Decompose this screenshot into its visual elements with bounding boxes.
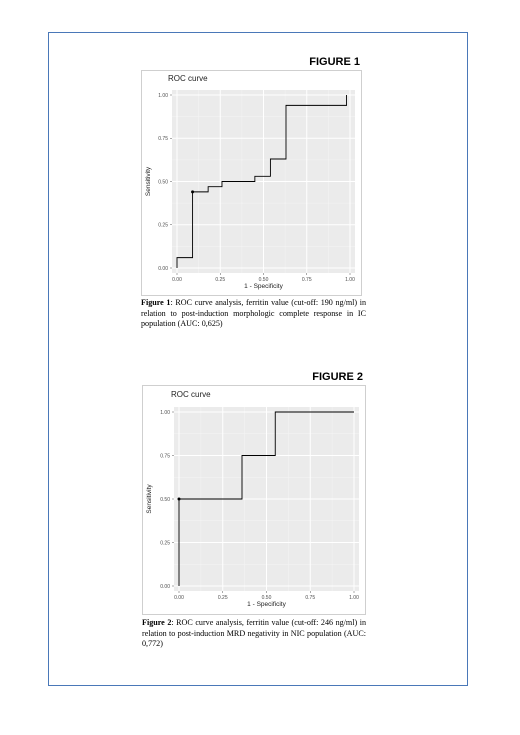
figure-1-plot: ROC curve 0.00 0.25 0.50 0.75 1.00 0.00 0.25 0.… — [141, 70, 362, 296]
figure-1-y-axis-title: Sensitivity — [145, 166, 152, 196]
figure-1-caption: Figure 1: ROC curve analysis, ferritin v… — [141, 298, 366, 330]
figure-2-x-tick-label: 0.25 — [218, 595, 228, 601]
figure-2-x-tick-label: 1.00 — [349, 595, 359, 601]
figure-2-x-tick-label: 0.75 — [305, 595, 315, 601]
figure-1-y-tick-label: 0.25 — [158, 223, 168, 229]
figure-1-x-tick-label: 0.25 — [215, 277, 225, 283]
figure-1-x-axis-title: 1 - Specificity — [244, 283, 283, 290]
figure-2-roc-chart: 0.00 0.25 0.50 0.75 1.00 0.00 0.25 0.50 0.75 1.00… — [146, 407, 359, 608]
figure-2-y-tick-label: 0.75 — [160, 453, 170, 459]
figure-2-cutoff-point — [177, 497, 181, 501]
figure-2-y-tick-label: 0.25 — [160, 540, 170, 546]
figure-1-x-tick-label: 1.00 — [345, 277, 355, 283]
figure-2-y-tick-label: 0.00 — [160, 584, 170, 590]
figure-1-y-tick-label: 0.50 — [158, 179, 168, 185]
figure-2-x-tick-label: 0.00 — [174, 595, 184, 601]
figure-1-cutoff-point — [191, 190, 195, 194]
figure-1-x-tick-label: 0.50 — [259, 277, 269, 283]
figure-2-y-tick-label: 1.00 — [160, 410, 170, 416]
figure-2-x-axis-title: 1 - Specificity — [247, 601, 286, 608]
figure-2-label: FIGURE 2 — [312, 371, 363, 383]
page-frame — [48, 32, 468, 686]
figure-1-plot-title: ROC curve — [168, 74, 208, 83]
figure-1-y-tick-label: 1.00 — [158, 93, 168, 99]
figure-1-roc-line — [176, 95, 347, 268]
figure-1-x-tick-label: 0.75 — [302, 277, 312, 283]
figure-1-x-tick-label: 0.00 — [172, 277, 182, 283]
figure-2-plot: ROC curve 0.00 0.25 0.50 0.75 1.00 0.00 0.25 0.… — [142, 385, 366, 615]
figure-1-caption-label: Figure 1 — [141, 298, 171, 307]
figure-2-x-tick-label: 0.50 — [262, 595, 272, 601]
figure-2-y-axis-title: Sensitivity — [146, 484, 153, 514]
figure-2-plot-title: ROC curve — [171, 390, 211, 399]
figure-1-y-tick-label: 0.00 — [158, 266, 168, 272]
figure-2-caption-label: Figure 2 — [142, 618, 172, 627]
figure-1-y-tick-label: 0.75 — [158, 136, 168, 142]
figure-2-caption: Figure 2: ROC curve analysis, ferritin v… — [142, 618, 366, 650]
figure-1-label: FIGURE 1 — [309, 56, 360, 68]
figure-1-caption-text: : ROC curve analysis, ferritin value (cu… — [141, 298, 366, 329]
figure-2-caption-text: : ROC curve analysis, ferritin value (cu… — [142, 618, 366, 649]
figure-2-y-tick-label: 0.50 — [160, 497, 170, 503]
figure-1-roc-chart: 0.00 0.25 0.50 0.75 1.00 0.00 0.25 0.50 0.75 1.00… — [145, 90, 355, 290]
